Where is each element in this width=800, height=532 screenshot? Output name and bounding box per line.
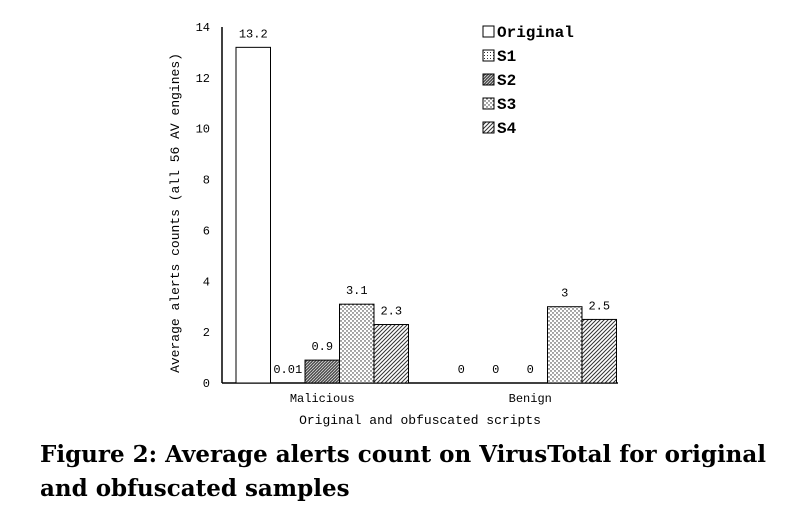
y-tick-labels: 0 2 4 6 8 10 12 14 xyxy=(196,21,210,391)
y-tick-label: 12 xyxy=(196,72,210,86)
bar-value-labels: 13.2 0.01 0.9 3.1 2.3 0 0 0 3 2.5 xyxy=(239,27,610,377)
bar-s3-benign xyxy=(547,306,583,384)
y-tick-label: 0 xyxy=(203,377,210,391)
bar-value-label: 0 xyxy=(492,363,499,377)
x-tick-label: Benign xyxy=(509,392,552,406)
bar-s3-malicious xyxy=(339,303,375,384)
legend-label: S3 xyxy=(497,96,516,114)
x-axis-label: Original and obfuscated scripts xyxy=(299,413,541,428)
legend-swatch-s3 xyxy=(482,97,495,110)
legend-swatch-s2 xyxy=(482,73,495,86)
y-tick-label: 4 xyxy=(203,275,210,289)
y-tick-label: 8 xyxy=(203,174,210,188)
legend-label: Original xyxy=(497,24,574,42)
y-axis-label: Average alerts counts (all 56 AV engines… xyxy=(168,53,183,373)
legend-label: S1 xyxy=(497,48,516,66)
bar-s2-malicious xyxy=(304,359,340,384)
bar-value-label: 0.9 xyxy=(311,340,333,354)
legend-swatch-s1 xyxy=(482,49,495,62)
y-tick-label: 6 xyxy=(203,224,210,238)
y-tick-label: 14 xyxy=(196,21,210,35)
bar-value-label: 0 xyxy=(458,363,465,377)
legend: Original S1 S2 S3 S4 xyxy=(482,24,574,138)
figure-caption: Figure 2: Average alerts count on VirusT… xyxy=(40,441,767,502)
bar-original-malicious xyxy=(235,46,271,384)
bar-value-label: 2.3 xyxy=(380,305,402,319)
legend-swatch-original xyxy=(482,25,495,38)
bar-value-label: 0.01 xyxy=(273,363,302,377)
legend-label: S2 xyxy=(497,72,516,90)
legend-label: S4 xyxy=(497,120,517,138)
x-tick-label: Malicious xyxy=(290,392,355,406)
bar-value-label: 2.5 xyxy=(588,299,610,313)
bar-chart: 0 2 4 6 8 10 12 14 13.2 0.01 0.9 3.1 2.3 0 0 0 3 2.5 Mal… xyxy=(168,21,618,428)
bar-s4-malicious xyxy=(373,324,409,384)
bars xyxy=(235,46,617,384)
y-tick-label: 10 xyxy=(196,123,210,137)
bar-value-label: 13.2 xyxy=(239,27,268,41)
bar-value-label: 3.1 xyxy=(346,284,368,298)
y-tick-label: 2 xyxy=(203,326,210,340)
bar-s4-benign xyxy=(581,318,617,384)
x-tick-labels: Malicious Benign xyxy=(290,392,552,406)
bar-value-label: 0 xyxy=(527,363,534,377)
bar-value-label: 3 xyxy=(561,287,568,301)
legend-swatch-s4 xyxy=(482,121,495,134)
